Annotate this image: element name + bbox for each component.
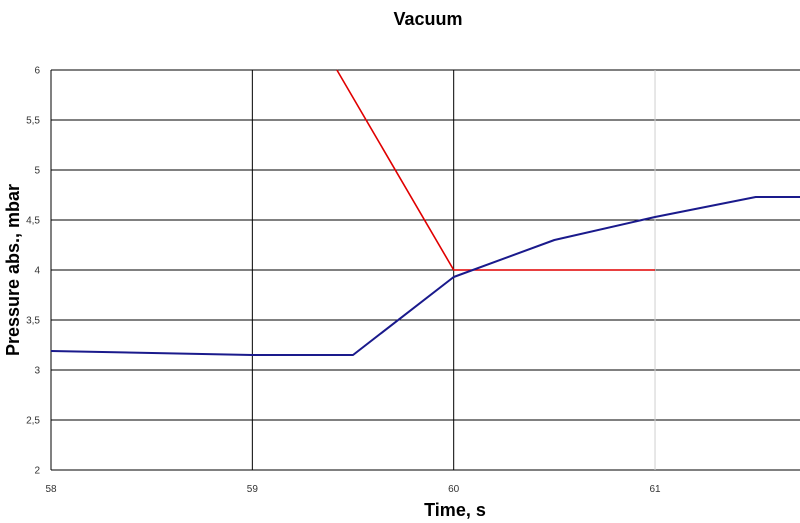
series-line-red [336, 69, 655, 271]
x-tick-label: 60 [448, 484, 460, 495]
x-tick-label: 58 [45, 484, 57, 495]
y-tick-label: 5 [34, 166, 40, 177]
y-axis-title: Pressure abs., mbar [3, 184, 23, 356]
y-tick-label: 4,5 [26, 216, 40, 227]
x-axis-title: Time, s [424, 500, 486, 520]
chart-title: Vacuum [393, 9, 462, 29]
y-tick-label: 2,5 [26, 416, 40, 427]
y-tick-label: 5,5 [26, 116, 40, 127]
y-tick-label: 6 [34, 66, 40, 77]
grid-layer [50, 69, 800, 471]
y-tick-label: 3 [34, 366, 40, 377]
x-tick-label: 61 [649, 484, 661, 495]
y-tick-label: 2 [34, 466, 40, 477]
series-layer [50, 69, 800, 356]
series-line-blue [50, 196, 800, 356]
y-tick-label: 3,5 [26, 316, 40, 327]
x-tick-label: 59 [247, 484, 259, 495]
y-tick-label: 4 [34, 266, 40, 277]
tick-layer: 2 2,5 3 3,5 4 4,5 5 5,5 6 58 59 60 61 [26, 66, 661, 496]
